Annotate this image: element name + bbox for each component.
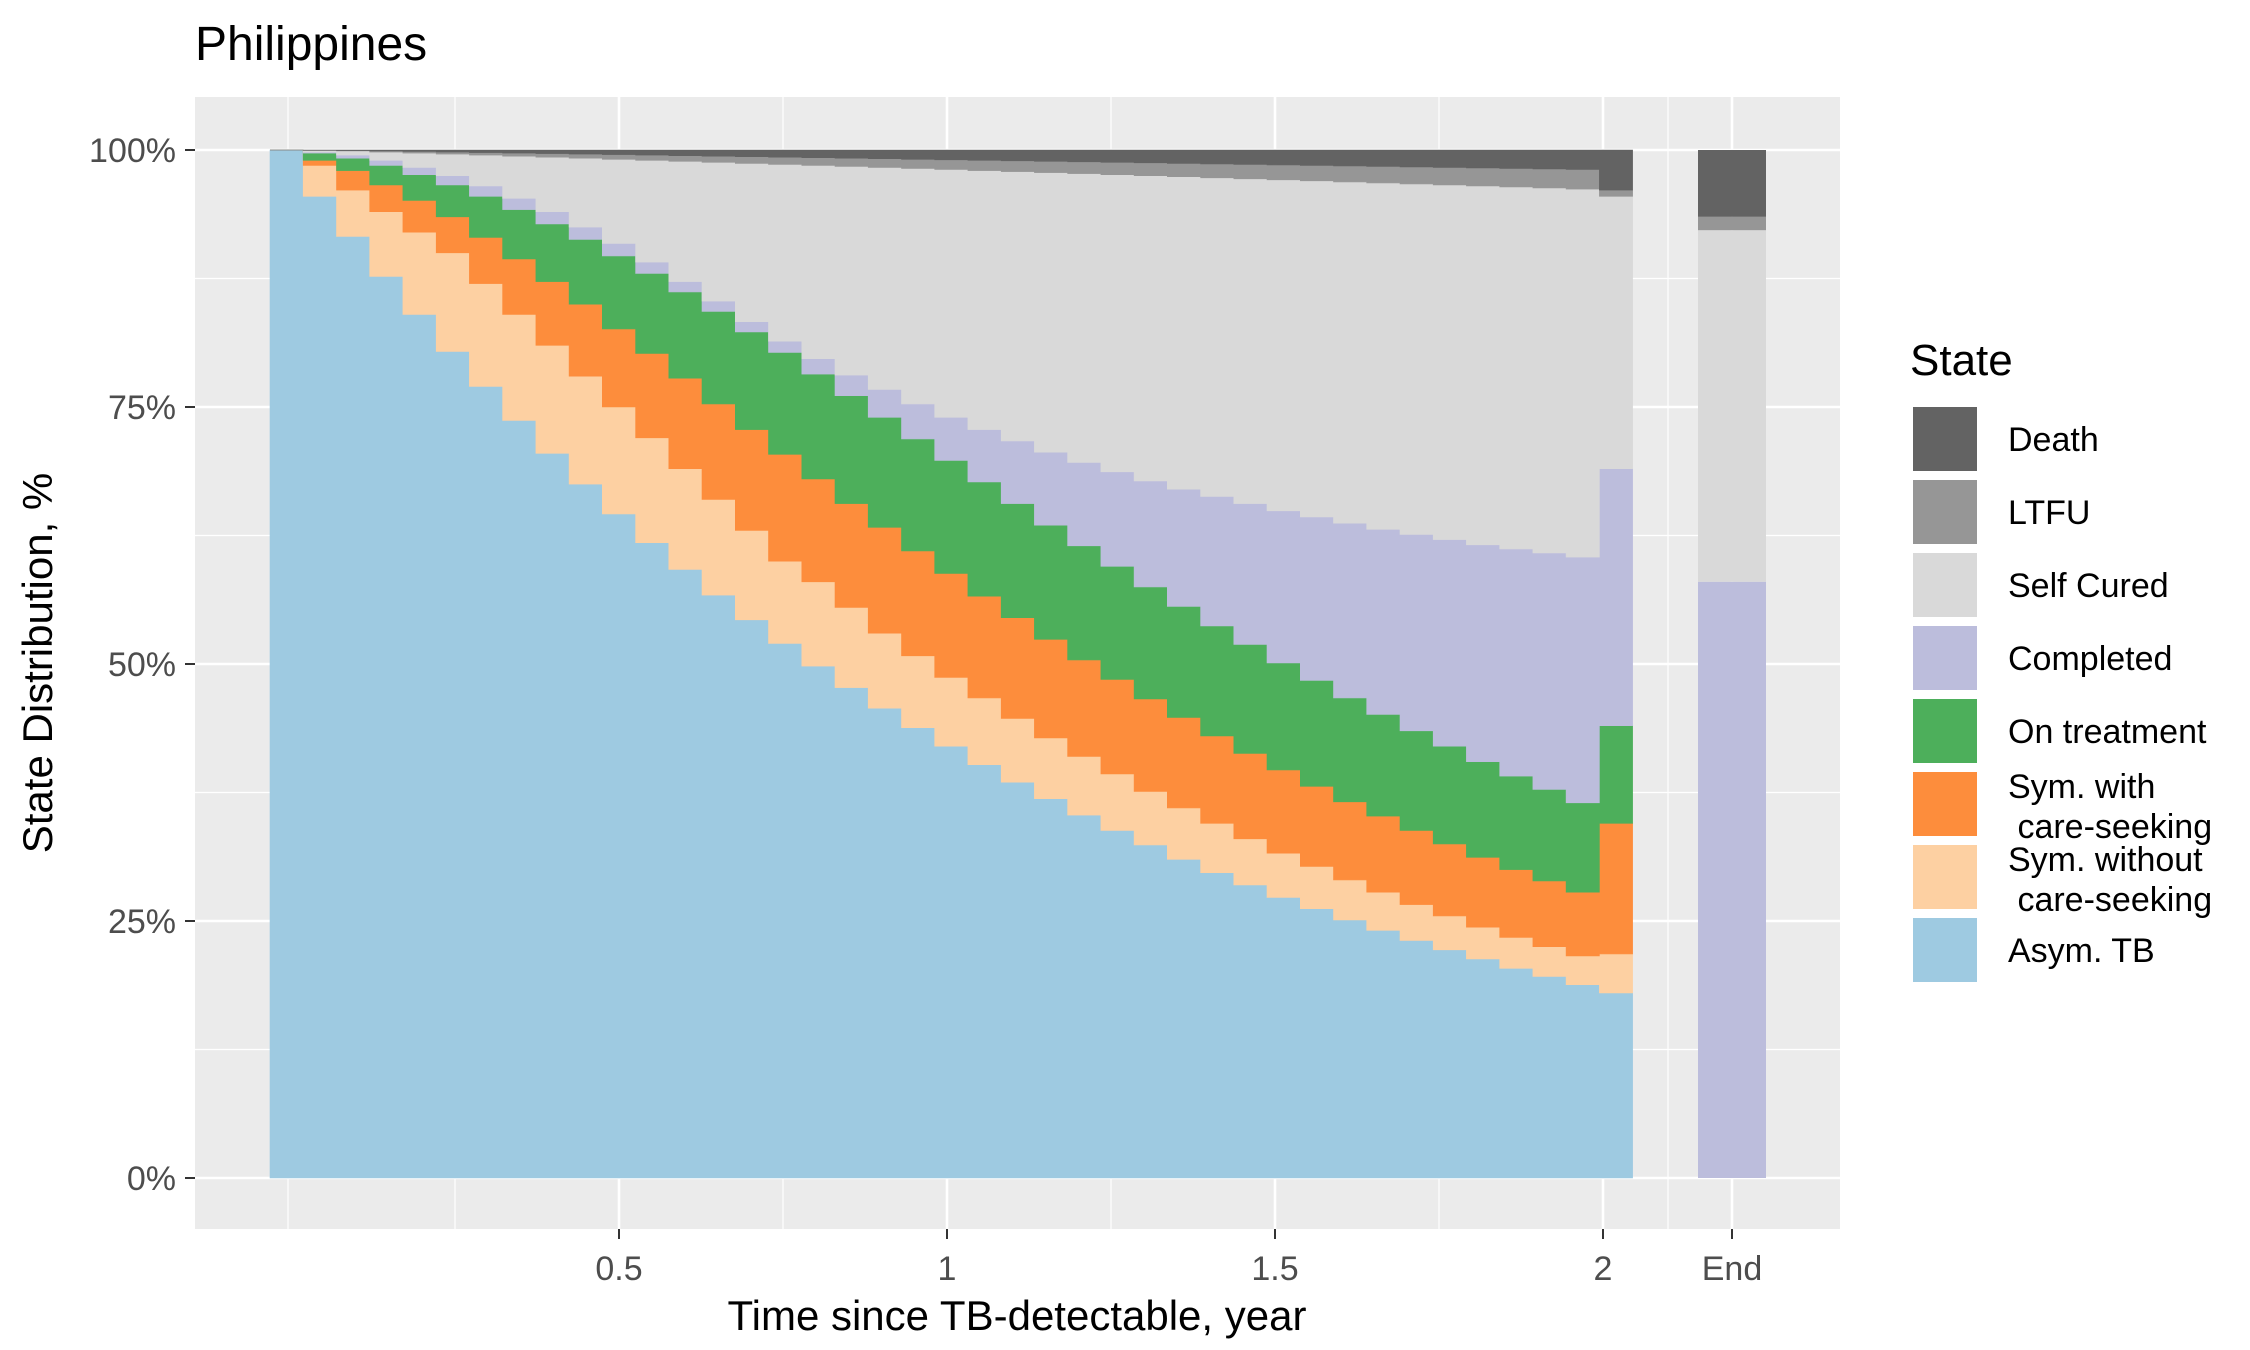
legend: State Death LTFU Self Cured Completed On tre… — [1910, 336, 2212, 984]
legend-label-ltfu: LTFU — [2008, 494, 2090, 532]
end-bar-completed — [1698, 581, 1766, 1178]
stacked-areas — [269, 149, 1633, 1179]
legend-key-self-cured — [1911, 551, 1979, 619]
legend-label-sym-without-care-seeking: Sym. without care-seeking — [2008, 841, 2212, 919]
x-tick-label: 1.5 — [1251, 1250, 1298, 1288]
y-axis-ticks: 0% 25% 50% 75% 100% — [89, 132, 195, 1198]
legend-label-completed: Completed — [2008, 640, 2172, 678]
end-bar-self-cured — [1698, 230, 1766, 582]
y-tick-label: 50% — [108, 646, 176, 684]
y-tick-label: 100% — [89, 132, 176, 170]
end-bar — [1698, 150, 1766, 1178]
y-tick-label: 75% — [108, 389, 176, 427]
legend-label-self-cured: Self Cured — [2008, 567, 2169, 605]
x-tick-label: 1 — [938, 1250, 957, 1288]
legend-key-completed — [1911, 624, 1979, 692]
legend-key-on-treatment — [1911, 697, 1979, 765]
x-tick-label: 0.5 — [595, 1250, 642, 1288]
legend-label-death: Death — [2008, 421, 2099, 459]
legend-key-sym-without-care-seeking — [1911, 843, 1979, 911]
legend-key-sym-with-care-seeking — [1911, 770, 1979, 838]
x-axis-label: Time since TB-detectable, year — [728, 1292, 1307, 1339]
area-death — [270, 149, 1633, 191]
legend-key-asym-tb — [1911, 916, 1979, 984]
legend-key-death — [1911, 405, 1979, 473]
x-tick-label: End — [1702, 1250, 1763, 1288]
y-tick-label: 0% — [127, 1160, 176, 1198]
legend-key-ltfu — [1911, 478, 1979, 546]
end-bar-ltfu — [1698, 216, 1766, 231]
chart-title: Philippines — [195, 18, 427, 71]
legend-label-on-treatment: On treatment — [2008, 713, 2207, 751]
end-bar-death — [1698, 150, 1766, 217]
legend-title: State — [1910, 336, 2013, 385]
y-tick-label: 25% — [108, 903, 176, 941]
legend-label-sym-with-care-seeking: Sym. with care-seeking — [2008, 768, 2212, 846]
x-axis-ticks: 0.5 1 1.5 2 End — [595, 1229, 1762, 1288]
x-tick-label: 2 — [1594, 1250, 1613, 1288]
legend-label-asym-tb: Asym. TB — [2008, 932, 2155, 970]
y-axis-label: State Distribution, % — [14, 473, 61, 854]
